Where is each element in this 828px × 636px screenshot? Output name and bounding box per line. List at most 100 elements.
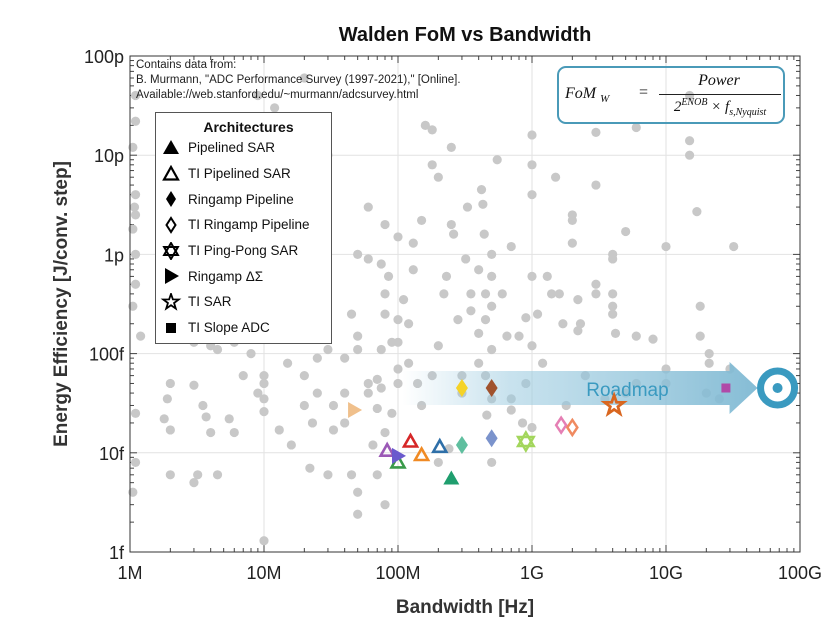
survey-data-point [198, 400, 208, 411]
legend-item: Ringamp Pipeline [156, 186, 331, 212]
adc-marker-diamond-open [554, 415, 568, 435]
survey-data-point [453, 315, 463, 325]
legend-label: TI Pipelined SAR [188, 166, 291, 182]
survey-data-point [573, 326, 583, 336]
survey-data-point [461, 254, 471, 264]
survey-data-point [323, 470, 333, 480]
survey-data-point [340, 388, 350, 398]
survey-data-point [631, 122, 641, 133]
survey-data-point [506, 405, 516, 415]
survey-data-point [201, 412, 211, 422]
survey-data-point [383, 271, 394, 282]
survey-data-point [328, 400, 339, 411]
triangle-marker [401, 432, 420, 448]
survey-data-point [189, 478, 199, 488]
survey-data-point [353, 487, 363, 497]
x-tick-label: 10M [246, 563, 281, 583]
survey-data-point [270, 103, 280, 113]
survey-data-point [729, 241, 739, 252]
survey-data-point [478, 199, 488, 209]
survey-data-point [393, 378, 403, 389]
fraction-bar [659, 94, 781, 95]
survey-data-point [527, 422, 537, 433]
survey-data-point [608, 309, 618, 319]
survey-data-point [684, 136, 695, 146]
survey-data-point [363, 378, 373, 389]
survey-data-point [130, 249, 141, 259]
x-axis-label: Bandwidth [Hz] [395, 597, 535, 618]
survey-data-point [130, 90, 141, 101]
survey-data-point [474, 265, 484, 275]
survey-data-point [376, 383, 386, 393]
survey-data-point [372, 374, 382, 384]
legend: Architectures Pipelined SAR TI Pipelined… [155, 112, 332, 344]
survey-data-point [487, 249, 497, 259]
survey-data-point [446, 219, 456, 230]
adc-marker-square [721, 383, 731, 393]
survey-data-point [476, 185, 487, 195]
hexagram-marker [515, 435, 536, 453]
survey-data-point [259, 536, 269, 546]
survey-data-point [527, 130, 537, 140]
survey-data-point [253, 388, 263, 398]
survey-data-point [474, 358, 484, 368]
note-line: Contains data from: [136, 59, 237, 71]
y-tick-label: 100p [84, 47, 124, 67]
adc-marker-hexagram [515, 429, 536, 453]
survey-data-point [479, 229, 489, 239]
survey-data-point [661, 241, 671, 252]
survey-data-point [575, 319, 586, 329]
survey-data-point [246, 349, 256, 359]
survey-data-point [159, 414, 169, 424]
survey-data-point [282, 358, 293, 368]
survey-data-point [286, 440, 296, 450]
survey-data-point [323, 344, 333, 355]
triangle-marker [412, 445, 431, 462]
survey-data-point [380, 289, 390, 299]
survey-data-point [380, 427, 390, 438]
survey-data-point [212, 470, 223, 480]
survey-data-point [404, 319, 414, 329]
den-base: 2 [673, 99, 682, 115]
legend-item: TI Ping-Pong SAR [156, 238, 331, 264]
diamond-marker [455, 379, 468, 398]
survey-data-point [238, 371, 248, 381]
survey-data-point [376, 259, 386, 269]
survey-data-point [165, 425, 175, 435]
survey-data-point [474, 328, 484, 338]
x-tick-label: 100G [778, 563, 822, 583]
survey-data-point [567, 215, 577, 226]
survey-data-point [165, 470, 175, 480]
survey-data-point [353, 331, 363, 341]
right-triangle-icon [165, 268, 179, 285]
hexagram-icon [162, 241, 180, 260]
survey-data-point [189, 380, 199, 390]
survey-data-point [165, 378, 175, 389]
survey-data-point [363, 202, 373, 212]
survey-data-point [506, 241, 516, 252]
survey-data-point [380, 500, 390, 510]
survey-data-point [408, 238, 418, 248]
survey-data-point [497, 289, 507, 299]
survey-data-point [433, 457, 443, 468]
survey-data-point [363, 388, 373, 398]
legend-item: Pipelined SAR [156, 135, 331, 161]
survey-data-point [517, 418, 528, 428]
survey-data-point [684, 150, 695, 160]
square-icon [166, 322, 176, 333]
formula-equals: = [639, 84, 649, 101]
survey-data-point [299, 73, 309, 83]
survey-data-point [502, 331, 512, 341]
survey-data-point [462, 202, 473, 212]
target-center-icon [772, 383, 783, 394]
survey-data-point [427, 160, 437, 170]
survey-data-point [380, 309, 390, 319]
walden-fom-formula: FoM W = Power 2ENOB × fs,Nyquist [557, 66, 785, 124]
survey-data-point [527, 160, 537, 170]
survey-data-point [312, 388, 322, 398]
legend-item: TI Pipelined SAR [156, 161, 331, 187]
survey-data-point [206, 427, 216, 438]
diamond-marker [554, 415, 568, 435]
survey-data-point [274, 425, 284, 435]
adc-marker-diamond-open [565, 417, 579, 438]
